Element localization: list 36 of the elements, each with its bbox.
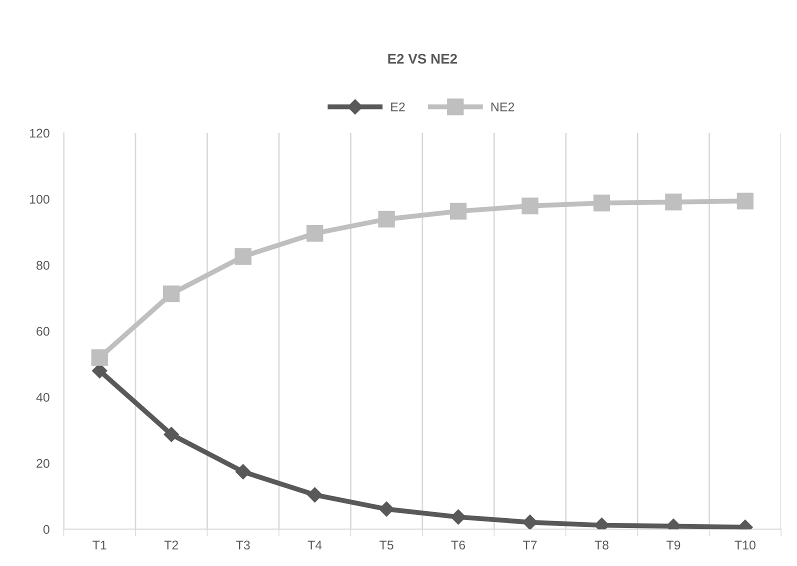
x-tick-label: T2 [164,540,178,550]
point [234,248,252,265]
chart-title: E2 VS NE2 [388,54,457,64]
point [736,192,754,210]
point [378,210,395,228]
legend-label: E2 [391,102,405,112]
point [236,464,251,480]
x-tick-label: T9 [666,540,680,550]
point [522,514,538,530]
point [450,509,466,525]
point [164,426,179,442]
point [450,202,467,220]
y-tick-label: 100 [30,194,50,204]
point [91,349,108,366]
point [593,194,610,212]
x-tick-label: T4 [308,540,322,550]
x-tick-label: T8 [594,540,608,550]
point [307,487,322,502]
y-tick-label: 20 [36,458,50,468]
point [378,502,394,517]
y-tick-label: 120 [30,128,50,138]
x-tick-label: T3 [236,540,250,550]
y-tick-label: 80 [36,260,50,270]
x-tick-label: T10 [734,540,756,550]
point [306,225,324,242]
x-tick-label: T5 [380,540,394,550]
y-tick-label: 60 [36,326,50,336]
point [665,194,682,210]
point [522,198,538,214]
point [163,285,180,302]
x-tick-label: T7 [522,540,537,550]
x-tick-label: T1 [92,540,106,550]
legend-label: NE2 [491,102,514,112]
x-tick-label: T6 [451,540,466,550]
y-tick-label: 0 [43,525,50,534]
y-tick-label: 40 [36,392,50,402]
